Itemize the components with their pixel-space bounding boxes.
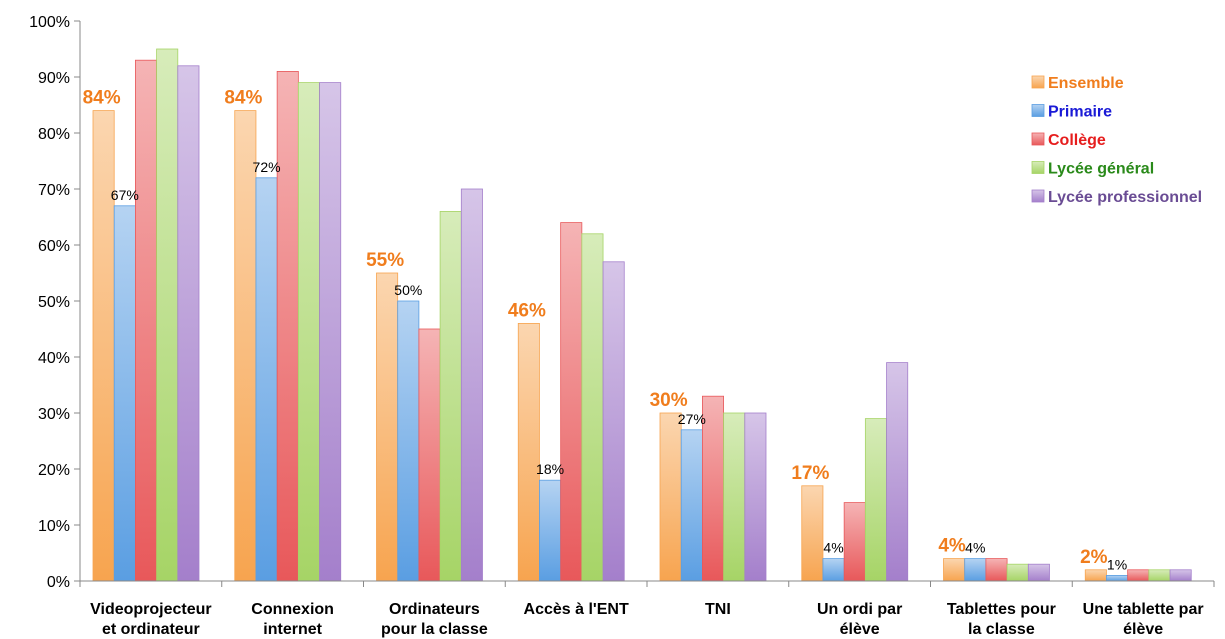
bar-lyc-e-professionnel-1: [319, 82, 342, 582]
bar-primaire-1: [255, 177, 278, 582]
bar-ensemble-2: [376, 272, 399, 582]
bar-lyc-e-professionnel-7: [1169, 569, 1192, 582]
data-label-primaire: 1%: [1107, 556, 1127, 572]
legend-label: Collège: [1048, 132, 1106, 149]
bar-coll-ge-6: [985, 558, 1008, 582]
x-category-label: la classe: [968, 621, 1035, 638]
bar-lyc-e-g-n-ral-7: [1148, 569, 1171, 582]
bar-lyc-e-g-n-ral-0: [156, 48, 179, 582]
data-label-primaire: 72%: [253, 159, 281, 175]
bar-primaire-0: [113, 205, 136, 582]
bar-coll-ge-1: [276, 71, 299, 582]
data-label-ensemble: 2%: [1080, 547, 1108, 568]
axes-layer: 0% 10% 20% 30% 40% 50% 60% 70% 80% 90% 100% Videopr…: [29, 14, 1215, 638]
y-tick-label: 50%: [38, 294, 70, 311]
y-tick-label: 30%: [38, 406, 70, 423]
x-category-label: Ordinateurs: [389, 601, 480, 618]
data-label-primaire: 27%: [678, 411, 706, 427]
x-category-label: élève: [1123, 621, 1163, 638]
x-category-label: Connexion: [251, 601, 334, 618]
bar-ensemble-0: [92, 110, 115, 582]
data-label-ensemble: 84%: [224, 88, 262, 109]
data-label-primaire: 4%: [823, 540, 843, 556]
x-category-label: Un ordi par: [817, 601, 902, 618]
legend-label: Lycée général: [1048, 161, 1154, 178]
bar-lyc-e-professionnel-2: [460, 188, 483, 582]
y-tick-label: 100%: [29, 14, 70, 31]
data-label-primaire: 50%: [394, 282, 422, 298]
data-label-primaire: 67%: [111, 187, 139, 203]
y-tick-label: 80%: [38, 126, 70, 143]
bar-coll-ge-2: [418, 328, 441, 582]
x-category-label: TNI: [705, 601, 731, 618]
bar-lyc-e-g-n-ral-6: [1006, 563, 1029, 582]
bar-coll-ge-5: [843, 502, 866, 582]
bar-ensemble-4: [659, 412, 682, 582]
y-tick-label: 10%: [38, 518, 70, 535]
bar-lyc-e-g-n-ral-5: [864, 418, 887, 582]
legend: Ensemble Primaire Collège Lycée général Lycé…: [1031, 75, 1202, 206]
bar-ensemble-1: [234, 110, 257, 582]
bar-lyc-e-g-n-ral-4: [723, 412, 746, 582]
x-category-label: Tablettes pour: [947, 601, 1056, 618]
legend-label: Lycée professionnel: [1048, 189, 1202, 206]
bar-primaire-2: [397, 300, 420, 582]
y-tick-label: 0%: [47, 574, 70, 591]
data-label-ensemble: 46%: [508, 300, 546, 321]
data-label-ensemble: 17%: [791, 463, 829, 484]
y-tick-label: 20%: [38, 462, 70, 479]
legend-swatch: [1031, 104, 1045, 117]
x-category-label: Une tablette par: [1083, 601, 1204, 618]
bar-lyc-e-professionnel-4: [744, 412, 767, 582]
bar-lyc-e-g-n-ral-2: [439, 210, 462, 582]
legend-swatch: [1031, 132, 1045, 146]
x-category-label: Accès à l'ENT: [524, 601, 629, 618]
x-category-label: et ordinateur: [102, 621, 200, 638]
data-label-ensemble: 4%: [938, 536, 966, 557]
bar-primaire-4: [680, 429, 703, 582]
bar-lyc-e-professionnel-3: [602, 261, 625, 582]
y-tick-label: 70%: [38, 182, 70, 199]
bar-lyc-e-professionnel-5: [886, 362, 909, 582]
bar-primaire-3: [539, 479, 562, 582]
bar-ensemble-7: [1084, 569, 1107, 582]
bar-lyc-e-g-n-ral-1: [297, 82, 320, 582]
bar-lyc-e-professionnel-0: [177, 65, 200, 582]
x-category-label: internet: [263, 621, 322, 638]
data-label-ensemble: 30%: [650, 390, 688, 411]
bar-ensemble-5: [801, 485, 824, 582]
bar-lyc-e-g-n-ral-3: [581, 233, 604, 582]
data-labels-layer: 84%67%84%72%55%50%46%18%30%27%17%4% 4% 4% 2…: [83, 88, 1128, 573]
bars-layer: [92, 48, 1192, 582]
legend-label: Primaire: [1048, 104, 1112, 121]
data-label-ensemble: 55%: [366, 250, 404, 271]
data-label-ensemble: 84%: [83, 88, 121, 109]
y-tick-label: 90%: [38, 70, 70, 87]
data-label-primaire: 18%: [536, 461, 564, 477]
bar-ensemble-3: [517, 322, 540, 582]
bar-lyc-e-professionnel-6: [1027, 563, 1050, 582]
data-label-primaire: 4%: [965, 540, 985, 556]
bar-coll-ge-0: [134, 59, 157, 582]
y-tick-label: 40%: [38, 350, 70, 367]
y-tick-label: 60%: [38, 238, 70, 255]
bar-primaire-7: [1106, 575, 1129, 582]
bar-coll-ge-7: [1127, 569, 1150, 582]
bar-primaire-6: [964, 558, 987, 582]
bar-primaire-5: [822, 558, 845, 582]
bar-ensemble-6: [943, 558, 966, 582]
bar-coll-ge-3: [560, 222, 583, 582]
x-category-label: Videoprojecteur: [90, 601, 212, 618]
x-category-label: pour la classe: [381, 621, 488, 638]
legend-swatch: [1031, 75, 1045, 89]
legend-swatch: [1031, 189, 1045, 203]
legend-label: Ensemble: [1048, 75, 1124, 92]
x-category-label: élève: [840, 621, 880, 638]
legend-swatch: [1031, 161, 1045, 174]
